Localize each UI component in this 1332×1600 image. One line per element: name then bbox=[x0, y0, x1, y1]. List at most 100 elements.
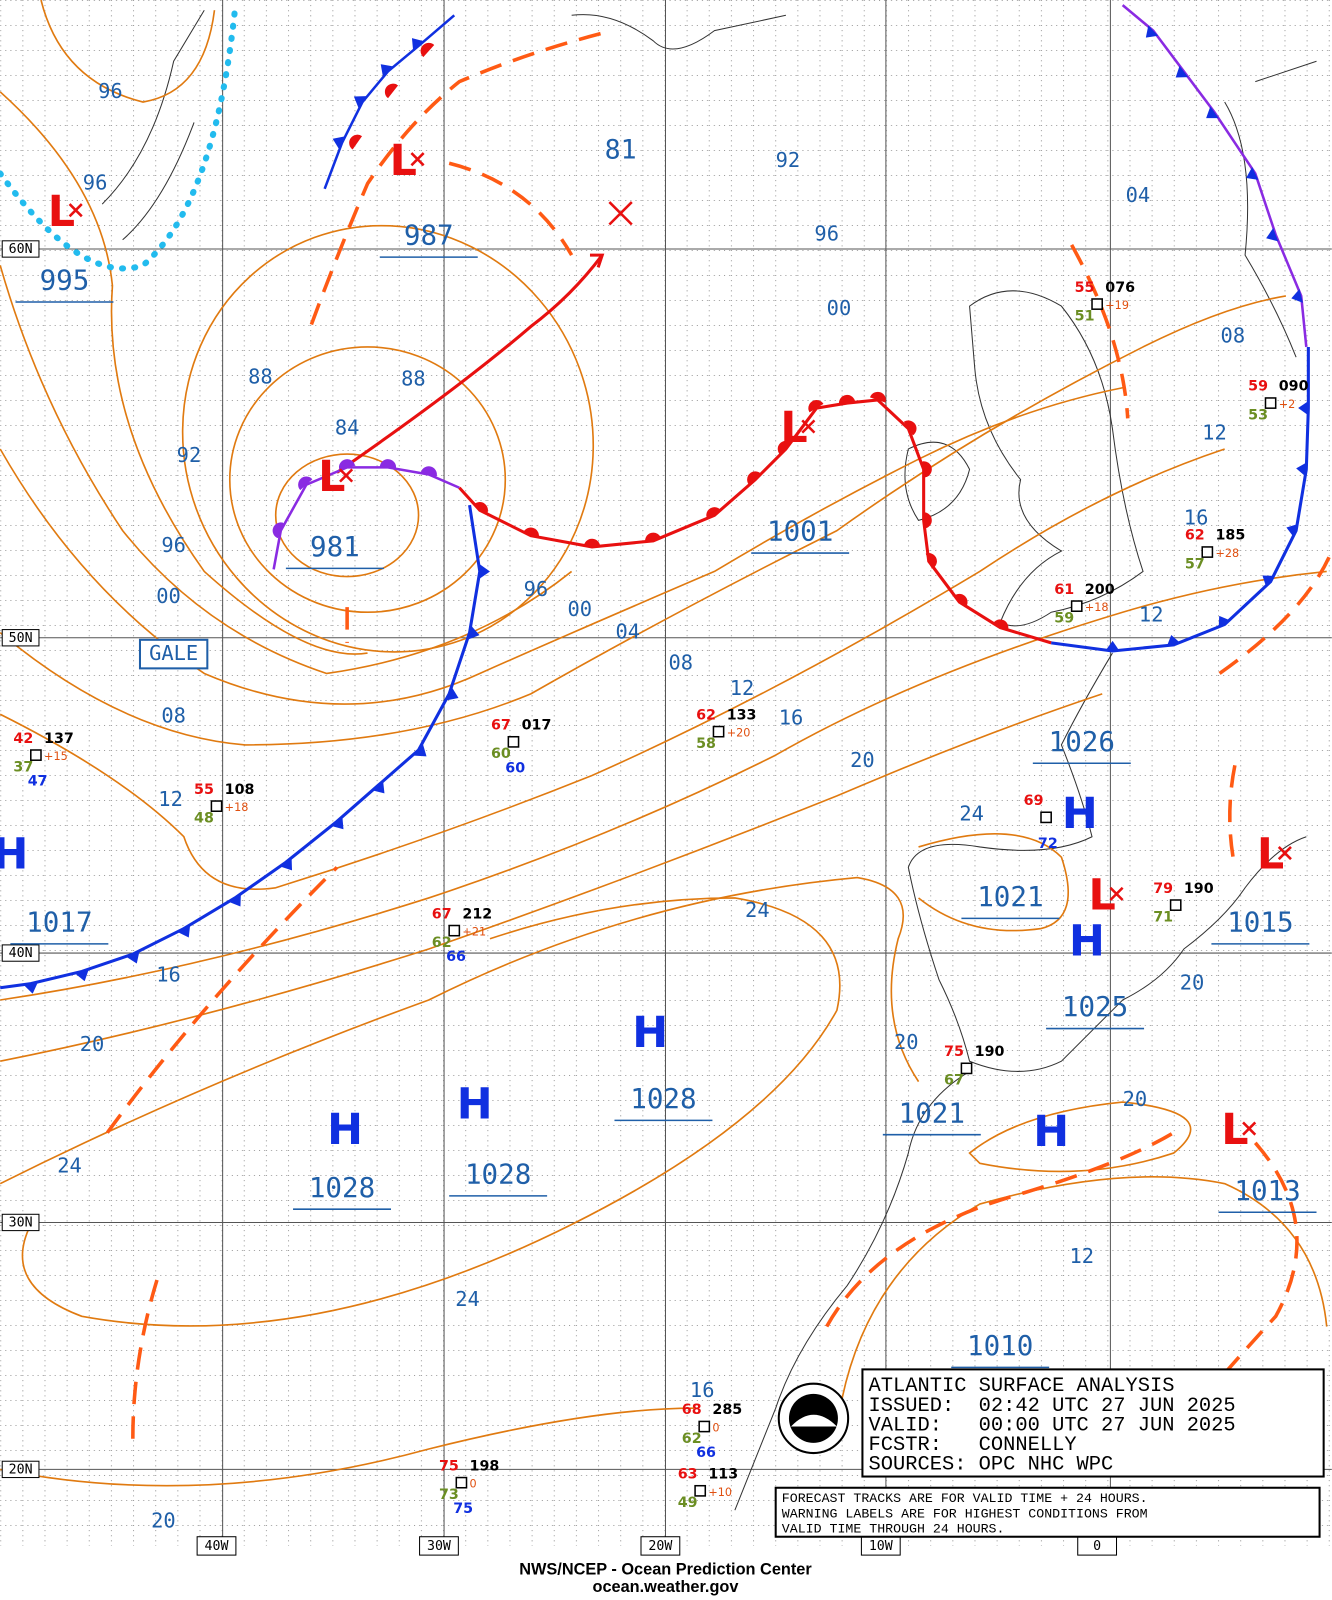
station-tendency: 0 bbox=[712, 1422, 719, 1435]
station-pressure: 133 bbox=[727, 707, 757, 723]
station-pressure: 190 bbox=[1184, 881, 1214, 897]
station-pressure: 185 bbox=[1215, 528, 1245, 544]
center-mark bbox=[68, 203, 83, 218]
center-symbol: L bbox=[780, 403, 807, 453]
isobar-label: 12 bbox=[1202, 421, 1227, 445]
station-tendency: +18 bbox=[225, 801, 249, 814]
center-mark bbox=[339, 468, 354, 483]
station-pressure: 198 bbox=[470, 1458, 500, 1474]
station-marker bbox=[960, 1062, 973, 1075]
central-pressure: 1013 bbox=[1234, 1175, 1300, 1207]
track-position bbox=[608, 201, 633, 226]
lon-label: 40W bbox=[205, 1539, 229, 1554]
station-marker bbox=[448, 924, 461, 937]
warm-front bbox=[458, 391, 1052, 645]
station-marker bbox=[1040, 811, 1052, 824]
isobar-label: 24 bbox=[455, 1287, 480, 1311]
isobar-label: 16 bbox=[779, 705, 804, 729]
station-sst: 75 bbox=[453, 1501, 473, 1517]
isobar-label: 08 bbox=[669, 650, 694, 674]
ice-edge bbox=[0, 7, 238, 272]
isobar-label: 96 bbox=[83, 171, 108, 195]
station-temp: 75 bbox=[439, 1458, 459, 1474]
station-dewpoint: 37 bbox=[13, 759, 33, 775]
center-symbol: L bbox=[318, 452, 345, 502]
occluded-front bbox=[272, 459, 460, 570]
station-sst: 66 bbox=[696, 1445, 716, 1461]
central-pressure: 1028 bbox=[309, 1172, 375, 1204]
info-title: ATLANTIC SURFACE ANALYSIS bbox=[869, 1375, 1175, 1398]
info-box bbox=[861, 1368, 1325, 1478]
station-pressure: 190 bbox=[975, 1044, 1005, 1060]
station-marker bbox=[1091, 298, 1103, 310]
isobar-label: 20 bbox=[1123, 1087, 1148, 1111]
station-temp: 42 bbox=[13, 731, 33, 747]
central-pressure: 987 bbox=[404, 220, 454, 252]
station-temp: 69 bbox=[1024, 793, 1044, 809]
lat-label: 60N bbox=[9, 242, 33, 257]
station-pressure: 113 bbox=[708, 1466, 738, 1482]
isobar-label: 20 bbox=[850, 748, 875, 772]
station-temp: 63 bbox=[678, 1466, 698, 1482]
central-pressure: 1001 bbox=[767, 516, 833, 548]
isobar-label: 24 bbox=[959, 801, 984, 825]
lat-label-box bbox=[1, 240, 40, 258]
station-marker bbox=[694, 1484, 707, 1497]
lat-label-box bbox=[1, 1213, 40, 1232]
station-tendency: +20 bbox=[727, 727, 751, 740]
station-temp: 62 bbox=[1185, 528, 1205, 544]
station-pressure: 076 bbox=[1105, 280, 1135, 296]
center-mark bbox=[1277, 846, 1292, 861]
isobar-label: 00 bbox=[567, 597, 592, 621]
station-pressure: 017 bbox=[522, 718, 552, 734]
lon-label-box bbox=[196, 1536, 237, 1556]
station-pressure: 200 bbox=[1085, 582, 1115, 598]
station-tendency: +10 bbox=[708, 1486, 732, 1499]
center-symbol: L bbox=[390, 136, 417, 186]
station-dewpoint: 49 bbox=[678, 1495, 698, 1511]
central-pressure: 1015 bbox=[1227, 906, 1293, 938]
isobar-label: 16 bbox=[690, 1378, 715, 1402]
station-dewpoint: 62 bbox=[432, 935, 452, 951]
station-dewpoint: 67 bbox=[944, 1073, 964, 1089]
station-marker bbox=[1264, 397, 1277, 409]
central-pressure: 981 bbox=[310, 531, 360, 563]
lon-label: 0 bbox=[1093, 1539, 1101, 1554]
station-dewpoint: 73 bbox=[439, 1487, 459, 1503]
lat-label-box bbox=[1, 1460, 40, 1479]
central-pressure: 1021 bbox=[899, 1097, 965, 1129]
isobar-label: 92 bbox=[177, 443, 202, 467]
isobar-label: 04 bbox=[1126, 183, 1151, 207]
info-line: SOURCES: OPC NHC WPC bbox=[869, 1453, 1114, 1476]
footer-agency: NWS/NCEP - Ocean Prediction Center bbox=[519, 1560, 812, 1578]
station-dewpoint: 62 bbox=[682, 1431, 702, 1447]
isobar-label: 24 bbox=[745, 898, 770, 922]
center-symbol: H bbox=[457, 1080, 493, 1130]
station-temp: 67 bbox=[432, 906, 452, 922]
isobar-label: 96 bbox=[98, 79, 123, 103]
lon-label: 10W bbox=[869, 1539, 893, 1554]
lat-label: 20N bbox=[9, 1462, 33, 1477]
station-dewpoint: 59 bbox=[1054, 610, 1074, 626]
lon-label: 30W bbox=[427, 1539, 451, 1554]
station-dewpoint: 58 bbox=[696, 736, 716, 752]
isobar-label: 16 bbox=[156, 963, 181, 987]
isobar-label: 24 bbox=[57, 1153, 82, 1177]
isobar-label: 12 bbox=[1070, 1244, 1095, 1268]
station-pressure: 108 bbox=[225, 782, 255, 798]
central-pressure: 1010 bbox=[967, 1330, 1033, 1362]
center-symbol: L bbox=[1221, 1105, 1248, 1155]
station-dewpoint: 71 bbox=[1153, 909, 1173, 925]
station-dewpoint: 51 bbox=[1075, 308, 1095, 324]
track-label: 81 bbox=[605, 135, 637, 166]
station-marker bbox=[455, 1476, 468, 1489]
central-pressure: 995 bbox=[40, 265, 90, 297]
isobar-label: 92 bbox=[776, 148, 801, 172]
lat-label-box bbox=[1, 944, 40, 962]
info-line: VALID: 00:00 UTC 27 JUN 2025 bbox=[869, 1415, 1236, 1438]
isobar-label: 00 bbox=[156, 584, 181, 608]
isobar-label: 16 bbox=[1184, 505, 1209, 529]
isobar-label: 04 bbox=[615, 620, 640, 644]
cold-front bbox=[1051, 346, 1310, 653]
forecast-track bbox=[336, 254, 604, 474]
